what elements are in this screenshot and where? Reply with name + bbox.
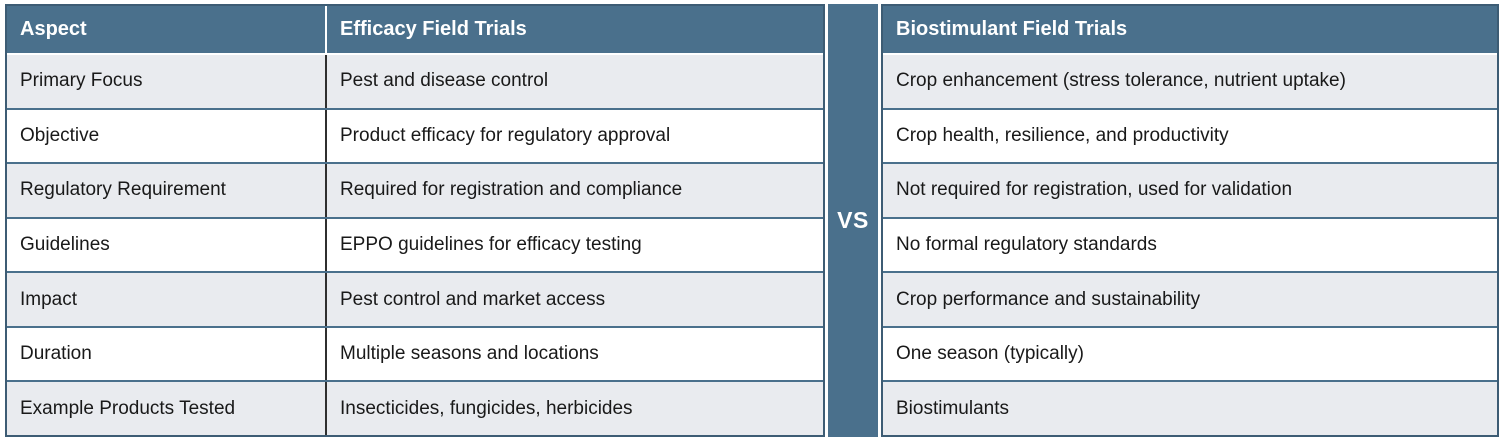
biostimulant-cell: Crop health, resilience, and productivit… [896, 124, 1229, 146]
table-row-regulatory-requirement: Not required for registration, used for … [883, 162, 1497, 217]
table-row-objective: Objective Product efficacy for regulator… [7, 107, 823, 163]
table-row-objective: Crop health, resilience, and productivit… [883, 107, 1497, 163]
biostimulant-trials-table: Biostimulant Field Trials Crop enhanceme… [881, 4, 1499, 437]
table-row-example-products-tested: Example Products Tested Insecticides, fu… [7, 380, 823, 436]
table-row-impact: Crop performance and sustainability [883, 271, 1497, 326]
biostimulant-cell: Crop performance and sustainability [896, 288, 1201, 310]
biostimulant-cell: No formal regulatory standards [896, 234, 1157, 256]
divider-gap [878, 4, 881, 437]
left-table-header-row: Aspect Efficacy Field Trials [7, 6, 823, 53]
column-header-aspect: Aspect [7, 6, 327, 53]
table-row-impact: Impact Pest control and market access [7, 271, 823, 326]
aspect-cell: Duration [7, 327, 327, 381]
right-table-header-row: Biostimulant Field Trials [883, 6, 1497, 53]
biostimulant-cell: Crop enhancement (stress tolerance, nutr… [896, 70, 1346, 92]
aspect-cell: Guidelines [7, 218, 327, 272]
aspect-cell: Regulatory Requirement [7, 164, 327, 217]
aspect-cell: Objective [7, 109, 327, 163]
efficacy-cell: EPPO guidelines for efficacy testing [340, 234, 642, 256]
vs-divider-band: VS [828, 4, 878, 437]
table-row-duration: Duration Multiple seasons and locations [7, 325, 823, 381]
efficacy-cell: Pest control and market access [340, 288, 606, 310]
column-header-efficacy-field-trials: Efficacy Field Trials [340, 18, 527, 40]
aspect-cell: Example Products Tested [7, 382, 327, 436]
table-row-duration: One season (typically) [883, 325, 1497, 381]
biostimulant-cell: Not required for registration, used for … [896, 179, 1293, 201]
table-row-example-products-tested: Biostimulants [883, 380, 1497, 436]
biostimulant-cell: Biostimulants [896, 397, 1009, 419]
table-row-regulatory-requirement: Regulatory Requirement Required for regi… [7, 162, 823, 217]
table-row-primary-focus: Crop enhancement (stress tolerance, nutr… [883, 53, 1497, 108]
aspect-cell: Primary Focus [7, 55, 327, 108]
efficacy-cell: Required for registration and compliance [340, 179, 683, 201]
vs-label: VS [837, 207, 869, 233]
table-row-primary-focus: Primary Focus Pest and disease control [7, 53, 823, 108]
divider-gap [825, 4, 828, 437]
efficacy-trials-table: Aspect Efficacy Field Trials Primary Foc… [5, 4, 825, 437]
efficacy-cell: Product efficacy for regulatory approval [340, 124, 671, 146]
aspect-cell: Impact [7, 273, 327, 326]
table-row-guidelines: No formal regulatory standards [883, 216, 1497, 272]
efficacy-cell: Insecticides, fungicides, herbicides [340, 397, 633, 419]
table-row-guidelines: Guidelines EPPO guidelines for efficacy … [7, 216, 823, 272]
column-header-biostimulant-field-trials: Biostimulant Field Trials [896, 18, 1128, 40]
efficacy-cell: Pest and disease control [340, 70, 549, 92]
biostimulant-cell: One season (typically) [896, 343, 1084, 365]
efficacy-cell: Multiple seasons and locations [340, 343, 599, 365]
